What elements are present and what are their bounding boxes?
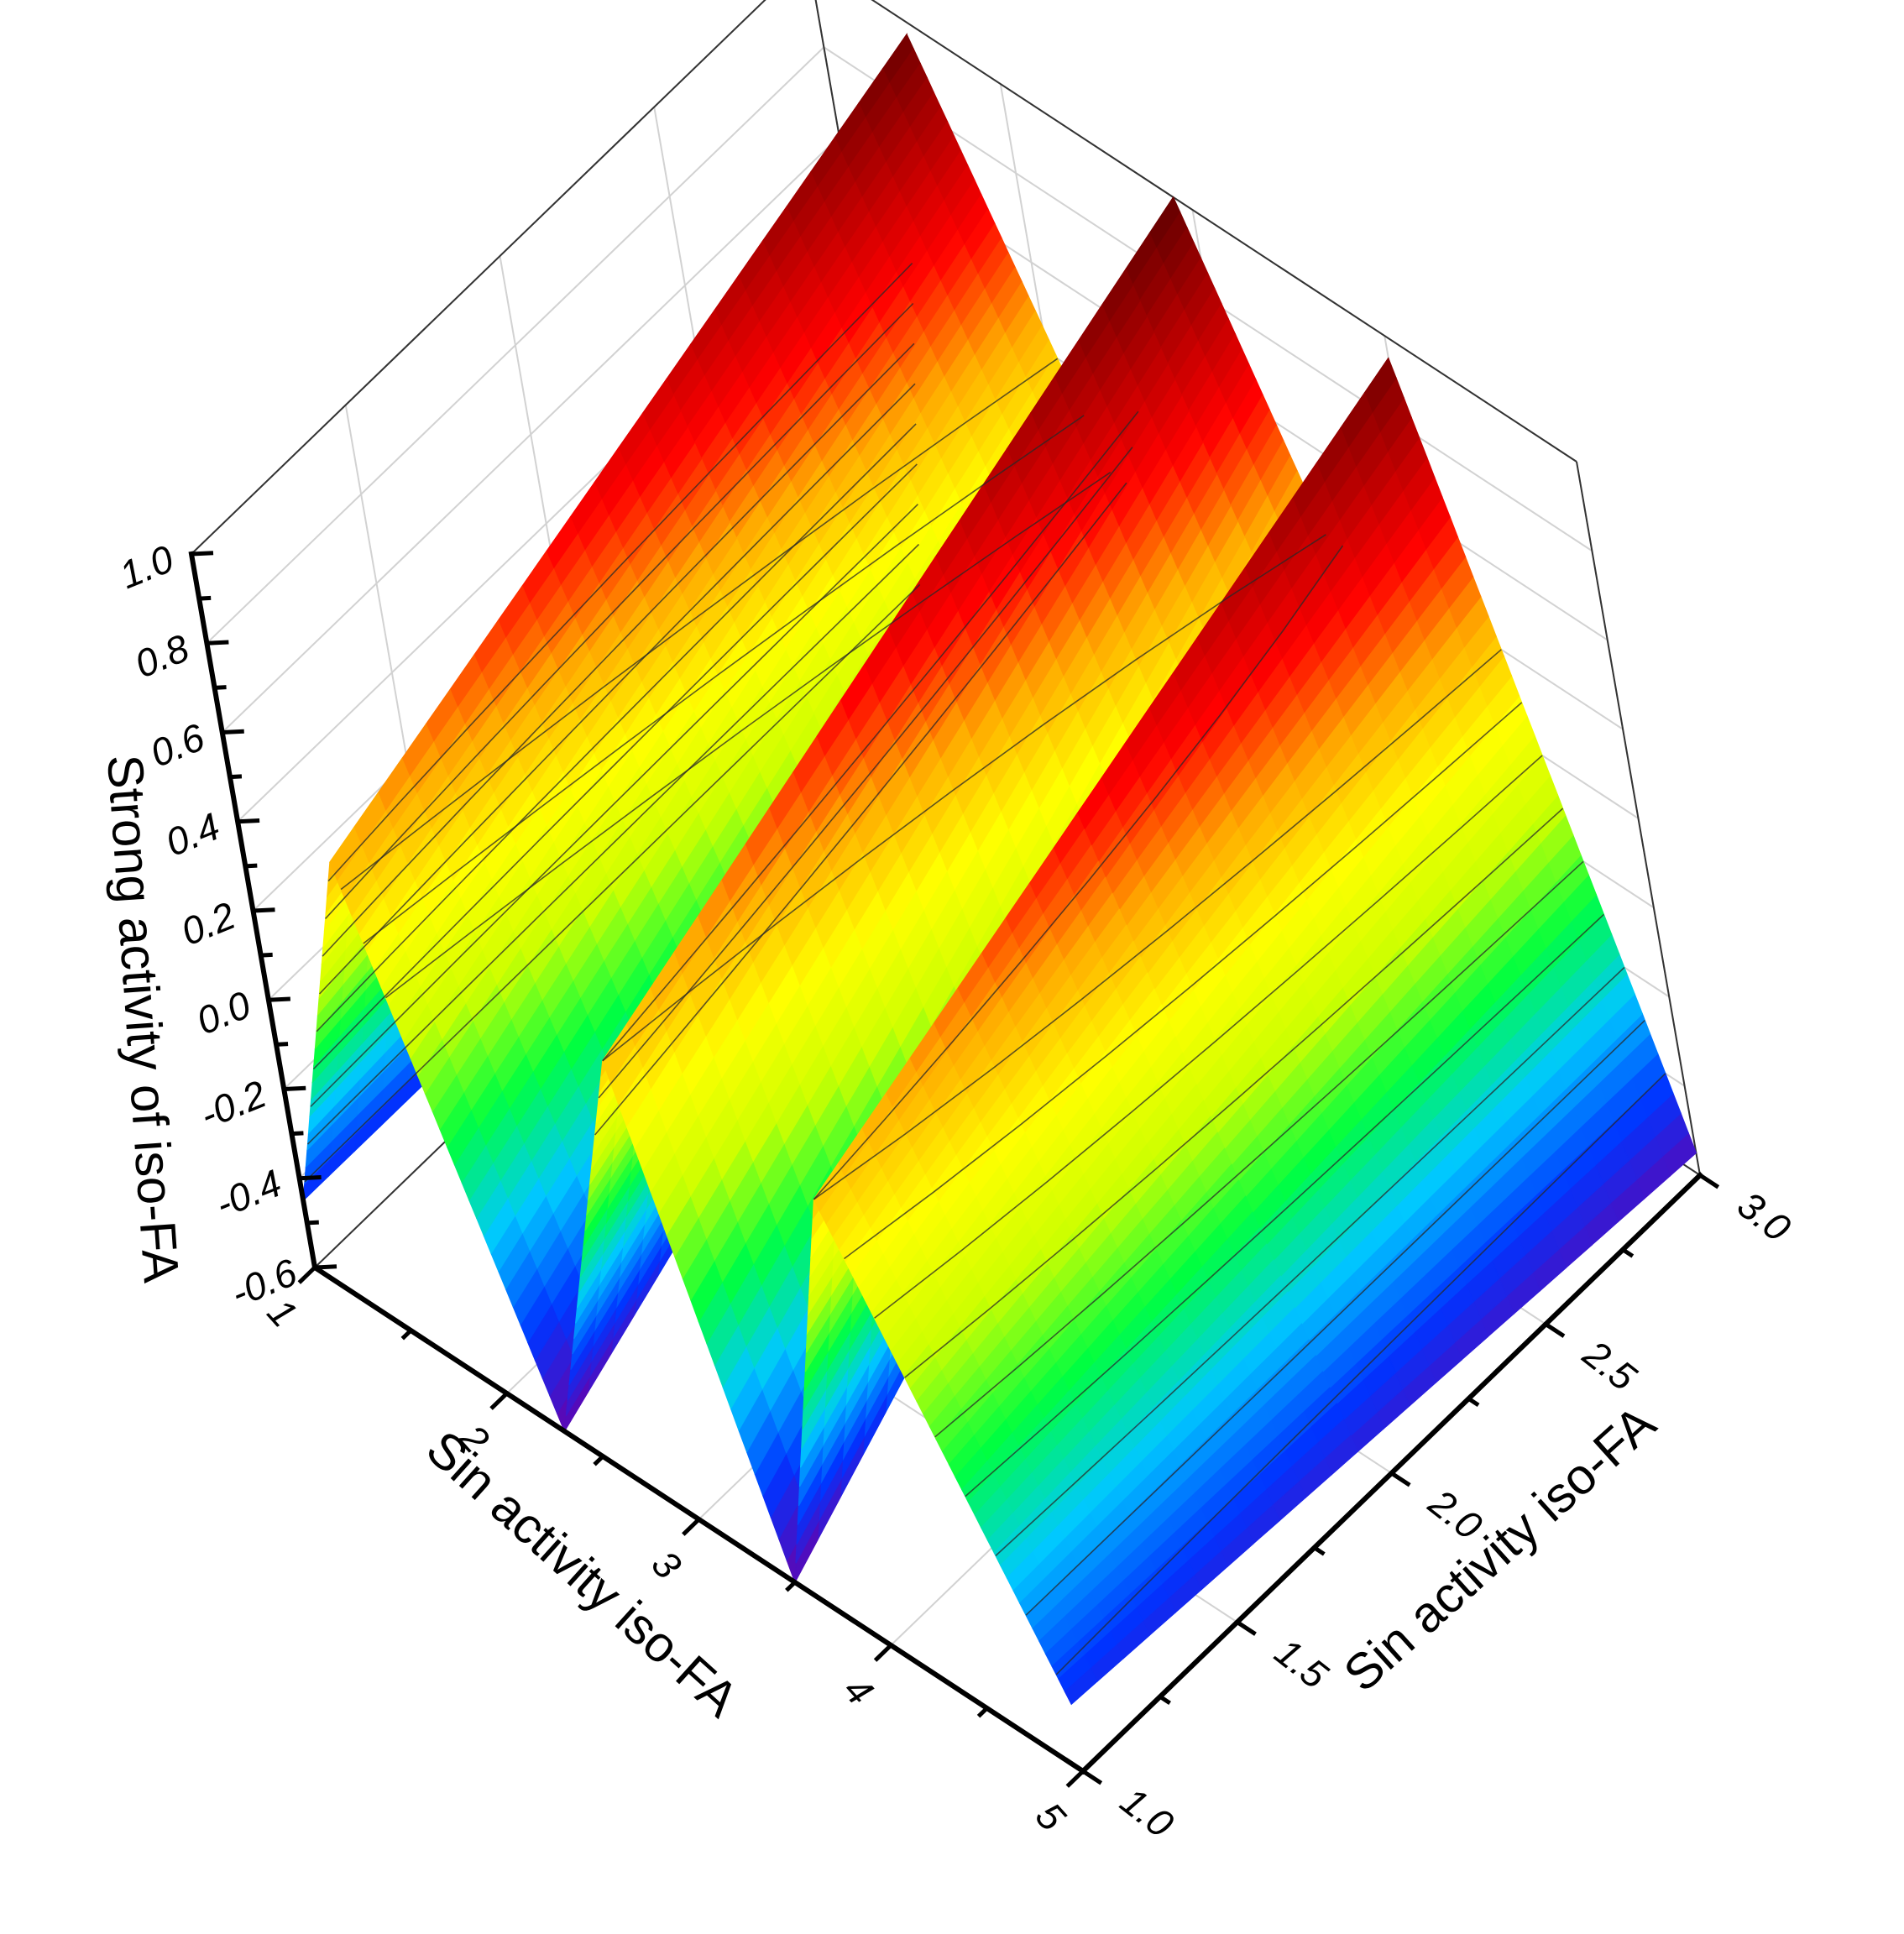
z-axis-tick xyxy=(229,774,243,780)
z-axis-tick xyxy=(299,1174,322,1181)
contour-line xyxy=(312,463,918,1070)
z-axis-tick xyxy=(284,1085,306,1091)
y-tick-label: 1.0 xyxy=(1112,1779,1182,1847)
contour-line xyxy=(322,342,915,957)
contour-line xyxy=(602,410,1139,1062)
y-axis-tick xyxy=(1313,1545,1326,1556)
y-tick-label: 3.0 xyxy=(1729,1183,1799,1251)
contour-line xyxy=(340,358,1059,891)
x-axis-tick xyxy=(1065,1769,1085,1788)
z-tick-label: -0.4 xyxy=(209,1161,287,1226)
x-axis-tick xyxy=(489,1392,509,1410)
contour-line xyxy=(384,472,1112,999)
box-frame-edge xyxy=(871,0,1577,463)
y-axis-tick xyxy=(1390,1471,1411,1487)
contour-line xyxy=(934,860,1584,1438)
contour-line xyxy=(598,447,1133,1099)
contour-line xyxy=(965,913,1604,1498)
z-axis-tick xyxy=(291,1131,304,1137)
y-axis-tick xyxy=(1621,1247,1635,1258)
side-wall-gridline-z xyxy=(206,46,825,644)
z-axis-tick xyxy=(260,952,273,958)
y-tick-label: 1.5 xyxy=(1267,1629,1336,1697)
z-axis-tick xyxy=(214,685,227,690)
contour-line xyxy=(306,543,920,1145)
contour-line xyxy=(327,263,913,882)
contour-line xyxy=(363,415,1085,944)
contour-line xyxy=(602,534,1326,1062)
x-axis-tick xyxy=(297,1266,316,1284)
z-axis-tick xyxy=(306,1220,319,1226)
contour-line xyxy=(310,504,918,1107)
z-tick-label: 0.4 xyxy=(160,804,226,865)
contour-line xyxy=(594,482,1127,1136)
contour-line xyxy=(1055,1073,1666,1675)
contour-line xyxy=(319,383,916,995)
z-axis-tick xyxy=(245,863,258,869)
z-axis-tick xyxy=(238,818,260,824)
x-axis-tick xyxy=(785,1581,797,1592)
x-axis-tick xyxy=(593,1455,604,1466)
z-axis-tick xyxy=(207,640,229,646)
y-axis-tick xyxy=(1544,1322,1566,1338)
x-axis-tick xyxy=(682,1518,701,1536)
z-axis-tick xyxy=(253,907,275,913)
box-frame-edge xyxy=(191,0,766,555)
y-axis-title: Sin activity iso-FA xyxy=(1333,1394,1666,1702)
contour-line xyxy=(813,545,1344,1200)
z-tick-label: 0.0 xyxy=(191,982,257,1043)
contour-line xyxy=(1025,1020,1645,1616)
z-tick-label: 0.2 xyxy=(175,893,241,954)
contour-line xyxy=(844,702,1523,1260)
contour-line xyxy=(325,302,914,919)
y-axis-tick xyxy=(1236,1620,1257,1636)
surface-patch xyxy=(602,1023,636,1084)
x-axis-tick xyxy=(873,1644,892,1662)
y-axis-tick xyxy=(1081,1769,1103,1785)
x-axis-tick xyxy=(976,1707,989,1718)
x-tick-label: 3 xyxy=(643,1542,690,1587)
y-axis-tick xyxy=(1467,1397,1480,1408)
surface-layer xyxy=(302,33,1697,1706)
y-axis-tick xyxy=(1698,1173,1720,1189)
y-axis-tick xyxy=(1159,1695,1171,1706)
x-axis-title: Sin activity iso-FA xyxy=(416,1419,749,1728)
contour-line xyxy=(316,423,917,1032)
contour-line xyxy=(874,755,1543,1319)
y-tick-label: 2.5 xyxy=(1575,1331,1645,1399)
contour-line xyxy=(813,649,1502,1200)
x-axis-tick xyxy=(400,1329,413,1341)
z-tick-label: 1.0 xyxy=(113,536,180,597)
contour-line xyxy=(904,808,1564,1378)
contour-line xyxy=(304,583,921,1183)
contour-line xyxy=(995,966,1625,1556)
x-tick-label: 4 xyxy=(835,1668,882,1713)
z-tick-label: -0.2 xyxy=(194,1072,272,1137)
side-wall-gridline-z xyxy=(222,135,840,734)
x-tick-label: 5 xyxy=(1028,1794,1075,1839)
z-axis-tick xyxy=(191,551,214,557)
z-axis-tick xyxy=(268,996,290,1002)
z-axis-tick xyxy=(222,729,244,734)
z-axis-tick xyxy=(275,1042,289,1047)
box-frame-edge xyxy=(1576,461,1701,1176)
surface-patch xyxy=(1064,1667,1098,1706)
z-tick-label: 0.8 xyxy=(128,625,195,686)
axis-layer xyxy=(188,551,1720,1788)
z-axis-tick xyxy=(314,1264,337,1270)
